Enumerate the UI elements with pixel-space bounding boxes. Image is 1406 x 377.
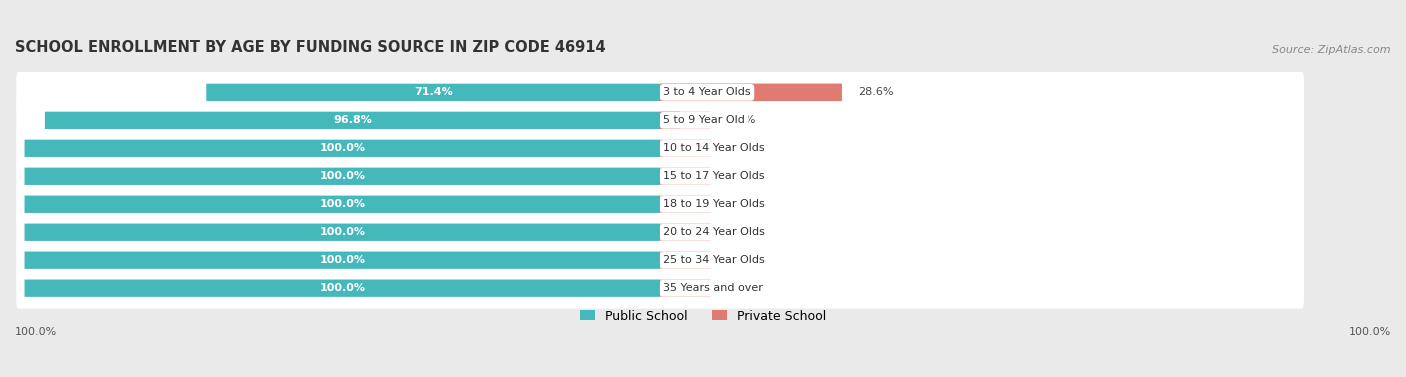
Text: 71.4%: 71.4%: [413, 87, 453, 97]
FancyBboxPatch shape: [659, 168, 711, 185]
FancyBboxPatch shape: [659, 224, 711, 241]
Text: 28.6%: 28.6%: [858, 87, 893, 97]
Text: 100.0%: 100.0%: [319, 199, 366, 209]
Text: 0.0%: 0.0%: [727, 143, 755, 153]
FancyBboxPatch shape: [659, 196, 711, 213]
Text: 20 to 24 Year Olds: 20 to 24 Year Olds: [664, 227, 765, 237]
Text: 0.0%: 0.0%: [727, 171, 755, 181]
Text: 35 Years and over: 35 Years and over: [664, 283, 763, 293]
FancyBboxPatch shape: [659, 139, 711, 157]
FancyBboxPatch shape: [17, 268, 1303, 309]
Text: Source: ZipAtlas.com: Source: ZipAtlas.com: [1272, 45, 1391, 55]
FancyBboxPatch shape: [24, 168, 659, 185]
FancyBboxPatch shape: [45, 112, 659, 129]
Text: 25 to 34 Year Olds: 25 to 34 Year Olds: [664, 255, 765, 265]
Legend: Public School, Private School: Public School, Private School: [575, 305, 831, 328]
Text: 0.0%: 0.0%: [727, 227, 755, 237]
Text: 100.0%: 100.0%: [319, 143, 366, 153]
Text: 100.0%: 100.0%: [319, 171, 366, 181]
Text: 18 to 19 Year Olds: 18 to 19 Year Olds: [664, 199, 765, 209]
FancyBboxPatch shape: [659, 279, 711, 297]
Text: 0.0%: 0.0%: [727, 283, 755, 293]
Text: 100.0%: 100.0%: [15, 326, 58, 337]
FancyBboxPatch shape: [24, 251, 659, 269]
FancyBboxPatch shape: [24, 196, 659, 213]
FancyBboxPatch shape: [24, 279, 659, 297]
FancyBboxPatch shape: [17, 156, 1303, 197]
Text: 96.8%: 96.8%: [333, 115, 373, 125]
Text: 0.0%: 0.0%: [727, 255, 755, 265]
FancyBboxPatch shape: [659, 112, 711, 129]
Text: 10 to 14 Year Olds: 10 to 14 Year Olds: [664, 143, 765, 153]
FancyBboxPatch shape: [659, 84, 842, 101]
FancyBboxPatch shape: [17, 184, 1303, 225]
FancyBboxPatch shape: [17, 128, 1303, 169]
FancyBboxPatch shape: [17, 212, 1303, 253]
Text: 100.0%: 100.0%: [319, 255, 366, 265]
Text: 0.0%: 0.0%: [727, 199, 755, 209]
FancyBboxPatch shape: [24, 224, 659, 241]
FancyBboxPatch shape: [659, 251, 711, 269]
Text: 100.0%: 100.0%: [1348, 326, 1391, 337]
Text: 100.0%: 100.0%: [319, 227, 366, 237]
FancyBboxPatch shape: [17, 72, 1303, 113]
FancyBboxPatch shape: [24, 139, 659, 157]
Text: 3 to 4 Year Olds: 3 to 4 Year Olds: [664, 87, 751, 97]
FancyBboxPatch shape: [17, 240, 1303, 280]
Text: 5 to 9 Year Old: 5 to 9 Year Old: [664, 115, 745, 125]
Text: 3.2%: 3.2%: [727, 115, 755, 125]
FancyBboxPatch shape: [659, 84, 842, 101]
FancyBboxPatch shape: [207, 84, 659, 101]
Text: 15 to 17 Year Olds: 15 to 17 Year Olds: [664, 171, 765, 181]
FancyBboxPatch shape: [17, 100, 1303, 141]
Text: 100.0%: 100.0%: [319, 283, 366, 293]
Text: SCHOOL ENROLLMENT BY AGE BY FUNDING SOURCE IN ZIP CODE 46914: SCHOOL ENROLLMENT BY AGE BY FUNDING SOUR…: [15, 40, 606, 55]
FancyBboxPatch shape: [659, 112, 681, 129]
